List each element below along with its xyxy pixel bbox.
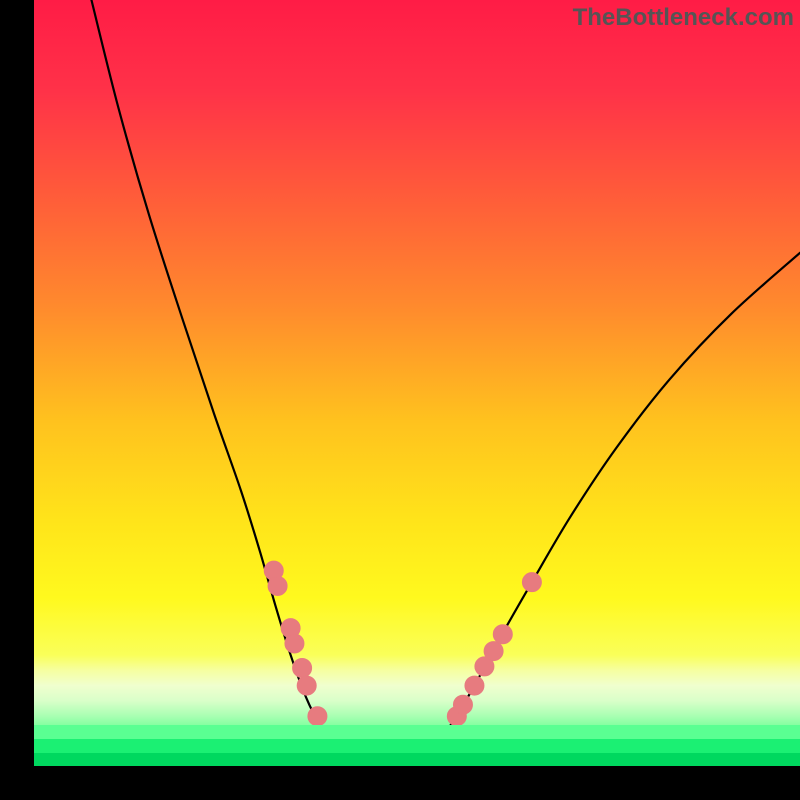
data-marker bbox=[522, 573, 541, 592]
green-strip bbox=[34, 725, 800, 739]
data-marker bbox=[293, 658, 312, 677]
green-strip bbox=[34, 753, 800, 766]
data-marker bbox=[268, 576, 287, 595]
watermark-text: TheBottleneck.com bbox=[573, 4, 794, 32]
plot-area bbox=[34, 0, 800, 766]
curve-layer bbox=[34, 0, 800, 766]
data-marker bbox=[297, 676, 316, 695]
data-marker bbox=[308, 707, 327, 726]
chart-root: TheBottleneck.com bbox=[0, 0, 800, 800]
data-marker bbox=[484, 642, 503, 661]
bottleneck-curve bbox=[91, 0, 800, 761]
data-marker bbox=[453, 695, 472, 714]
data-marker bbox=[493, 625, 512, 644]
data-marker bbox=[285, 634, 304, 653]
green-strip bbox=[34, 739, 800, 753]
data-marker bbox=[465, 676, 484, 695]
